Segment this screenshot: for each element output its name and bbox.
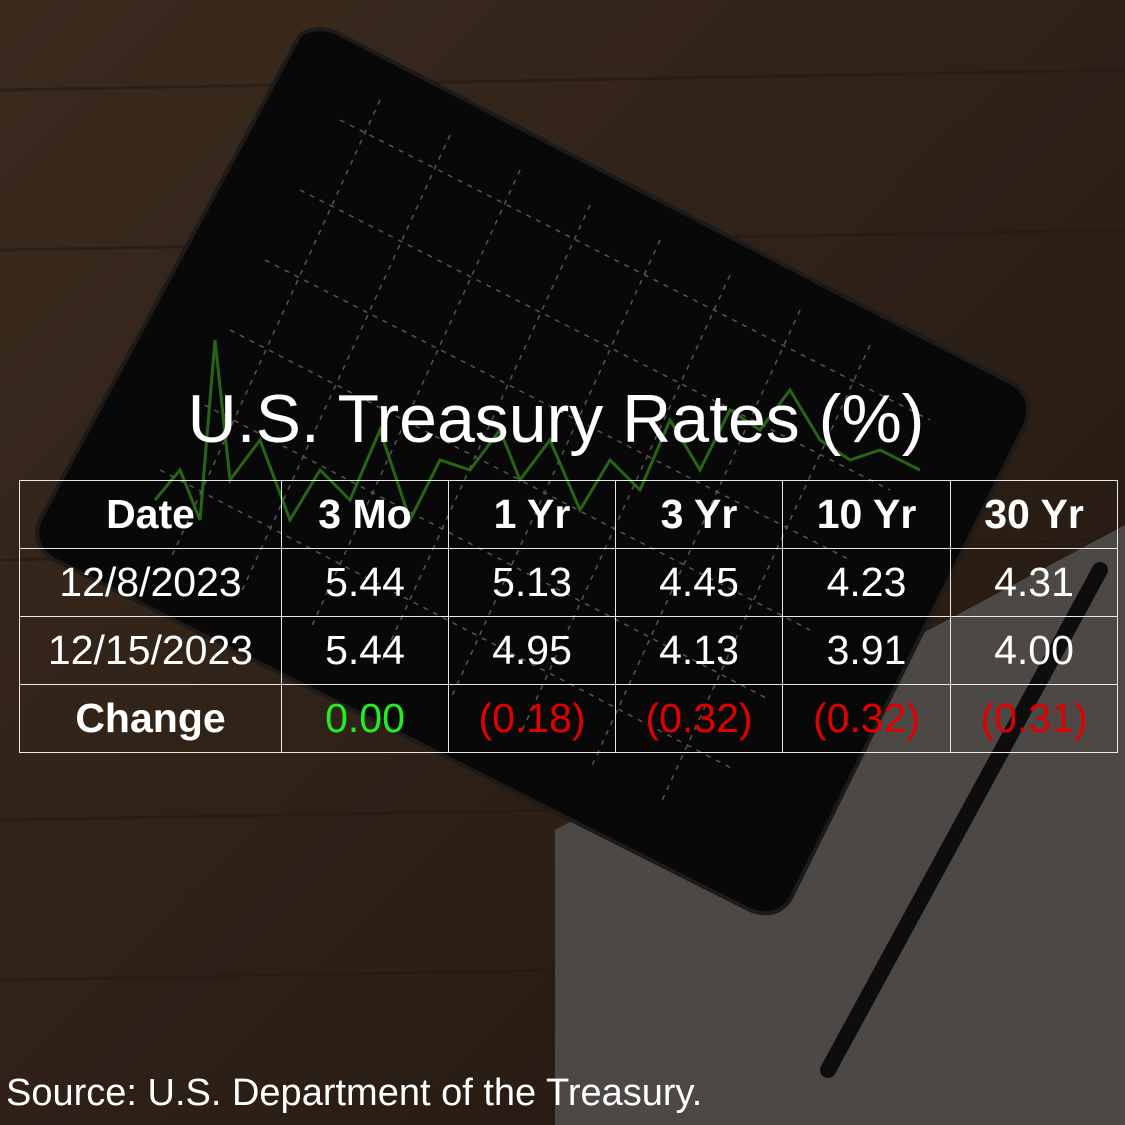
header-cell: 30 Yr bbox=[950, 480, 1118, 549]
header-cell: 1 Yr bbox=[448, 480, 616, 549]
rate-cell: (0.18) bbox=[448, 684, 616, 753]
rate-cell: 4.00 bbox=[950, 616, 1118, 685]
header-cell: 3 Mo bbox=[281, 480, 449, 549]
data-row: 12/15/2023 5.44 4.95 4.13 3.91 4.00 bbox=[19, 616, 1118, 685]
header-cell: 3 Yr bbox=[615, 480, 783, 549]
rate-cell: (0.32) bbox=[782, 684, 951, 753]
rate-cell: 0.00 bbox=[281, 684, 449, 753]
rate-cell: (0.31) bbox=[950, 684, 1118, 753]
rates-table: Date 3 Mo 1 Yr 3 Yr 10 Yr 30 Yr 12/8/2023 5.44 5… bbox=[19, 480, 1118, 753]
source-note: Source: U.S. Department of the Treasury. bbox=[6, 1072, 703, 1114]
title: U.S. Treasury Rates (%) bbox=[187, 381, 925, 457]
rate-cell: 5.44 bbox=[281, 548, 449, 617]
rate-cell: (0.32) bbox=[615, 684, 783, 753]
rate-cell: 4.95 bbox=[448, 616, 616, 685]
rate-cell: 4.45 bbox=[615, 548, 783, 617]
rate-cell: 5.13 bbox=[448, 548, 616, 617]
row-label: Change bbox=[19, 684, 282, 753]
rate-cell: 4.31 bbox=[950, 548, 1118, 617]
header-cell: 10 Yr bbox=[782, 480, 951, 549]
header-cell: Date bbox=[19, 480, 282, 549]
data-row: Change 0.00 (0.18) (0.32) (0.32) (0.31) bbox=[19, 684, 1118, 753]
rate-cell: 4.13 bbox=[615, 616, 783, 685]
header-row: Date 3 Mo 1 Yr 3 Yr 10 Yr 30 Yr bbox=[19, 480, 1118, 549]
row-label: 12/15/2023 bbox=[19, 616, 282, 685]
rate-cell: 3.91 bbox=[782, 616, 951, 685]
data-row: 12/8/2023 5.44 5.13 4.45 4.23 4.31 bbox=[19, 548, 1118, 617]
row-label: 12/8/2023 bbox=[19, 548, 282, 617]
rate-cell: 5.44 bbox=[281, 616, 449, 685]
rate-cell: 4.23 bbox=[782, 548, 951, 617]
